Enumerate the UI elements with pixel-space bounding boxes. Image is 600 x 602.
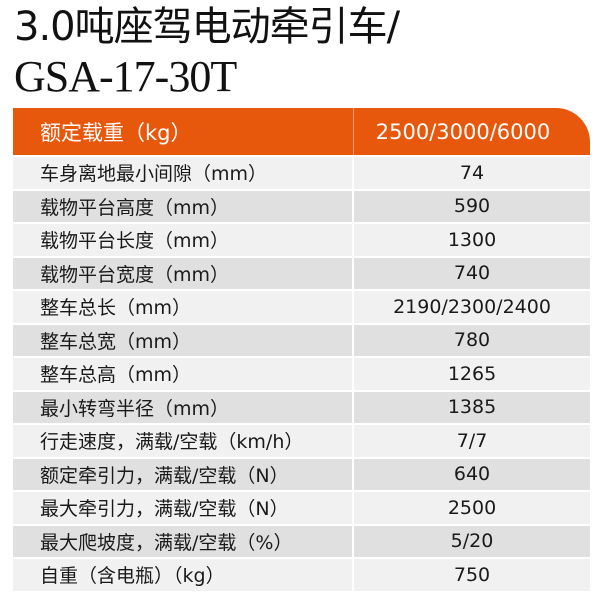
spec-value: 2190/2300/2400 (393, 295, 551, 318)
table-row: 最大爬坡度，满载/空载（%） 5/20 (13, 525, 590, 557)
table-row: 载物平台宽度（mm） 740 (13, 257, 590, 289)
spec-value: 780 (453, 329, 491, 352)
spec-label: 最大爬坡度，满载/空载（%） (13, 525, 354, 557)
spec-value: 640 (453, 463, 491, 486)
spec-value: 7/7 (456, 429, 488, 452)
spec-label: 载物平台长度（mm） (13, 224, 354, 256)
spec-label: 自重（含电瓶）（kg） (13, 559, 354, 591)
spec-label: 载物平台高度（mm） (13, 190, 354, 222)
spec-value: 2500 (447, 496, 497, 519)
title-line-1: 3.0吨座驾电动牵引车/ (14, 4, 400, 50)
spec-label: 整车总宽（mm） (13, 324, 354, 356)
table-row: 载物平台长度（mm） 1300 (13, 224, 590, 256)
title-model: GSA-17-30T (14, 52, 237, 101)
table-row: 最大牵引力，满载/空载（N） 2500 (13, 492, 590, 524)
table-row: 载物平台高度（mm） 590 (13, 190, 590, 222)
page-title: 3.0吨座驾电动牵引车/ GSA-17-30T (14, 2, 400, 102)
table-row: 自重（含电瓶）（kg） 750 (13, 559, 590, 591)
header-value: 2500/3000/6000 (375, 119, 551, 144)
table-row: 整车总宽（mm） 780 (13, 324, 590, 356)
spec-table: 额定载重（kg） 2500/3000/6000 车身离地最小间隙（mm） 74 载物… (13, 108, 590, 591)
spec-value: 5/20 (450, 530, 494, 553)
spec-label: 行走速度，满载/空载（km/h） (13, 425, 354, 457)
table-row: 整车总高（mm） 1265 (13, 358, 590, 390)
spec-label: 最小转弯半径（mm） (13, 391, 354, 423)
spec-value: 1385 (447, 396, 497, 419)
spec-label: 载物平台宽度（mm） (13, 257, 354, 289)
table-row: 车身离地最小间隙（mm） 74 (13, 157, 590, 189)
table-body: 车身离地最小间隙（mm） 74 载物平台高度（mm） 590 载物平台长度（mm） 130… (13, 157, 590, 591)
table-header: 额定载重（kg） 2500/3000/6000 (13, 108, 590, 155)
spec-label: 整车总长（mm） (13, 291, 354, 323)
spec-label: 额定牵引力，满载/空载（N） (13, 458, 354, 490)
table-row: 额定牵引力，满载/空载（N） 640 (13, 458, 590, 490)
spec-value: 590 (453, 195, 491, 218)
spec-label: 整车总高（mm） (13, 358, 354, 390)
spec-label: 最大牵引力，满载/空载（N） (13, 492, 354, 524)
spec-label: 车身离地最小间隙（mm） (13, 157, 354, 189)
spec-value: 1300 (447, 228, 497, 251)
table-row: 整车总长（mm） 2190/2300/2400 (13, 291, 590, 323)
header-label: 额定载重（kg） (13, 108, 354, 155)
spec-value: 74 (459, 161, 485, 184)
table-row: 最小转弯半径（mm） 1385 (13, 391, 590, 423)
table-row: 行走速度，满载/空载（km/h） 7/7 (13, 425, 590, 457)
spec-value: 1265 (447, 362, 497, 385)
spec-value: 750 (453, 563, 491, 586)
spec-value: 740 (453, 262, 491, 285)
